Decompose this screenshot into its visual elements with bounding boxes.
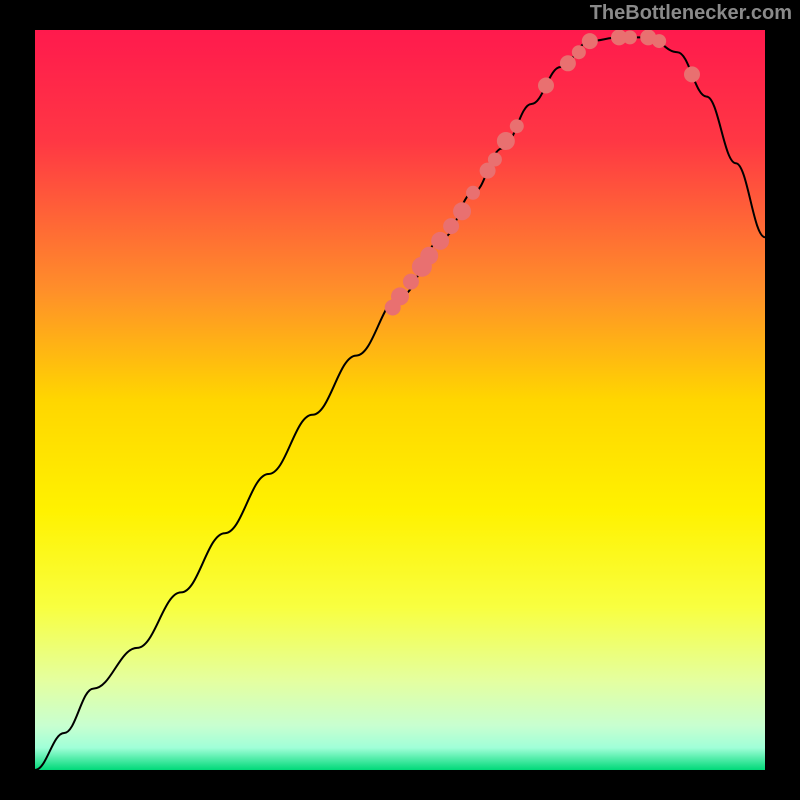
data-marker — [403, 274, 419, 290]
data-marker — [652, 34, 666, 48]
data-marker — [582, 33, 598, 49]
data-marker — [453, 202, 471, 220]
data-marker — [420, 247, 438, 265]
data-marker — [466, 186, 480, 200]
data-marker — [431, 232, 449, 250]
bottleneck-curve-chart — [35, 30, 765, 770]
data-marker — [391, 287, 409, 305]
chart-container: TheBottlenecker.com — [0, 0, 800, 800]
gradient-background — [35, 30, 765, 770]
data-marker — [623, 30, 637, 44]
data-marker — [443, 218, 459, 234]
data-marker — [572, 45, 586, 59]
data-marker — [684, 66, 700, 82]
watermark-text: TheBottlenecker.com — [590, 2, 792, 25]
plot-area — [35, 30, 765, 770]
data-marker — [497, 132, 515, 150]
data-marker — [488, 153, 502, 167]
data-marker — [510, 119, 524, 133]
data-marker — [560, 55, 576, 71]
data-marker — [538, 78, 554, 94]
